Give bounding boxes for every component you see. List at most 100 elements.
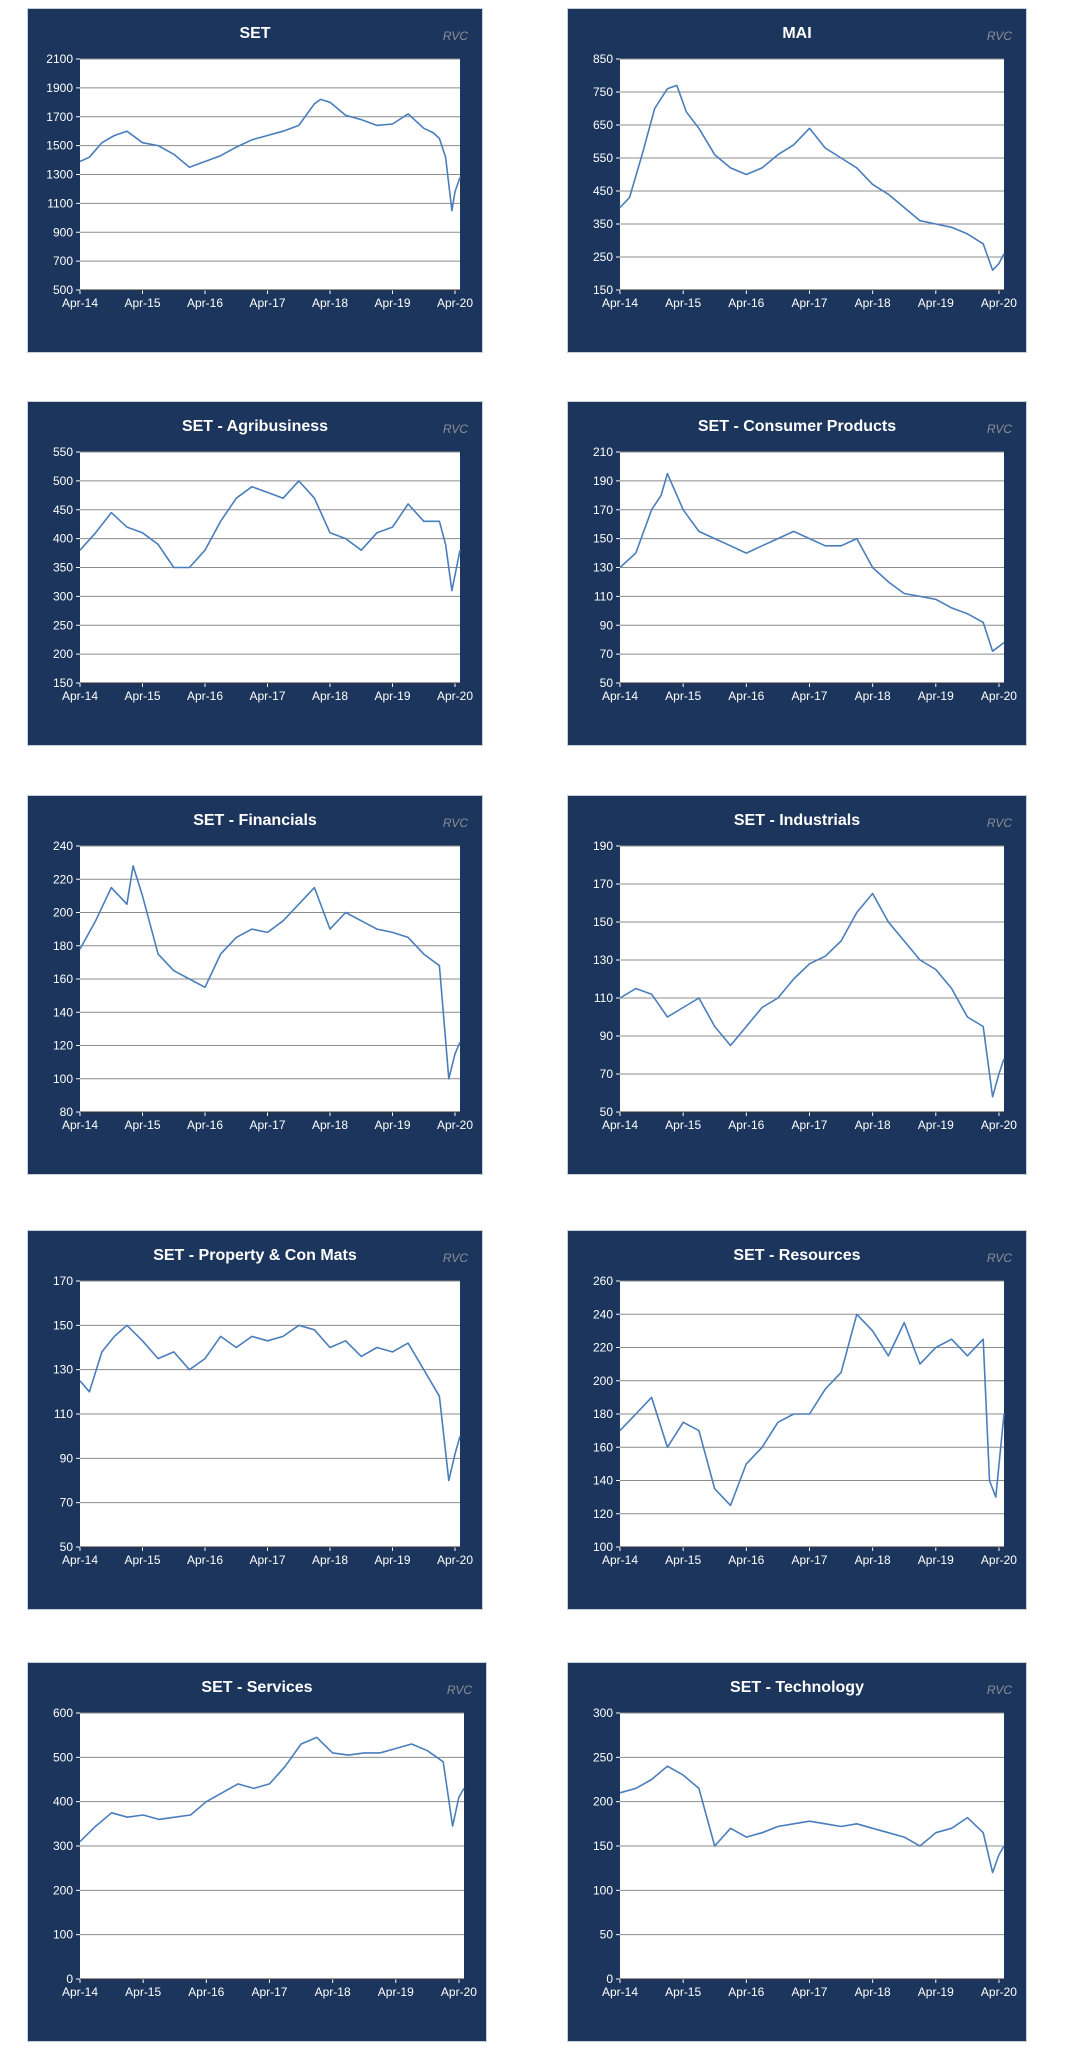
- x-tick-label: Apr-18: [312, 1553, 348, 1567]
- x-tick-label: Apr-19: [374, 296, 410, 310]
- x-tick-label: Apr-20: [437, 689, 473, 703]
- x-tick-label: Apr-18: [312, 689, 348, 703]
- y-tick-label: 90: [60, 1451, 74, 1465]
- y-tick-label: 350: [593, 217, 613, 231]
- x-tick-label: Apr-19: [918, 1118, 954, 1132]
- y-tick-label: 130: [593, 561, 613, 575]
- x-tick-label: Apr-15: [124, 689, 160, 703]
- line-chart: 50 70 90 110 130 150 170 Apr-14 Apr-15 Apr-16 Apr-…: [53, 1274, 473, 1567]
- watermark-label: RVC: [986, 1683, 1012, 1697]
- y-tick-label: 200: [593, 1374, 613, 1388]
- x-tick-label: Apr-18: [855, 1118, 891, 1132]
- y-tick-label: 110: [594, 589, 613, 603]
- y-tick-label: 1900: [46, 81, 73, 95]
- y-tick-label: 1300: [46, 168, 73, 182]
- line-chart: 50 70 90 110 130 150 170 190 210 Apr-14 Apr-15 Apr-…: [593, 445, 1017, 703]
- y-tick-label: 0: [606, 1972, 613, 1986]
- y-tick-label: 850: [593, 52, 613, 66]
- x-tick-label: Apr-19: [918, 689, 954, 703]
- x-tick-label: Apr-14: [602, 1118, 638, 1132]
- y-tick-label: 70: [600, 647, 614, 661]
- x-tick-label: Apr-17: [249, 1553, 285, 1567]
- y-tick-label: 90: [600, 1029, 614, 1043]
- x-tick-label: Apr-15: [125, 1985, 161, 1999]
- x-tick-label: Apr-14: [62, 1985, 98, 1999]
- x-tick-label: Apr-17: [791, 689, 827, 703]
- y-tick-label: 220: [53, 872, 73, 886]
- chart-panel: SET - Technology RVC 0 50 100 150 200 250 300 Apr…: [567, 1662, 1027, 2042]
- y-tick-label: 200: [593, 1795, 613, 1809]
- x-tick-label: Apr-17: [249, 296, 285, 310]
- y-tick-label: 70: [600, 1067, 614, 1081]
- y-tick-label: 2100: [46, 52, 73, 66]
- x-tick-label: Apr-18: [315, 1985, 351, 1999]
- x-tick-label: Apr-15: [665, 296, 701, 310]
- y-tick-label: 1700: [46, 110, 73, 124]
- x-tick-label: Apr-16: [728, 689, 764, 703]
- series-line: [79, 98, 461, 212]
- y-tick-label: 50: [60, 1540, 74, 1554]
- chart-panel: SET - Property & Con Mats RVC 50 70 90 110 130…: [27, 1230, 483, 1610]
- x-tick-label: Apr-19: [374, 1553, 410, 1567]
- y-tick-label: 120: [593, 1507, 613, 1521]
- x-tick-label: Apr-15: [665, 1553, 701, 1567]
- x-tick-label: Apr-20: [437, 296, 473, 310]
- watermark-label: RVC: [986, 29, 1012, 43]
- x-tick-label: Apr-16: [728, 296, 764, 310]
- y-tick-label: 160: [53, 972, 73, 986]
- y-tick-label: 900: [53, 225, 73, 239]
- chart-title: SET - Consumer Products: [697, 418, 897, 435]
- x-tick-label: Apr-16: [728, 1553, 764, 1567]
- x-tick-label: Apr-16: [187, 296, 223, 310]
- series-line: [79, 480, 461, 592]
- watermark-label: RVC: [986, 422, 1012, 436]
- y-tick-label: 50: [600, 1928, 614, 1942]
- y-tick-label: 250: [593, 1750, 613, 1764]
- y-tick-label: 550: [53, 445, 73, 459]
- x-tick-label: Apr-15: [124, 296, 160, 310]
- series-line: [79, 1324, 461, 1482]
- y-tick-label: 750: [593, 85, 613, 99]
- y-tick-label: 200: [53, 647, 73, 661]
- chart-panel: SET - Services RVC 0 100 200 300 400 500 600 Apr-…: [27, 1662, 487, 2042]
- series-line: [619, 84, 1005, 272]
- y-tick-label: 1100: [47, 196, 73, 210]
- x-tick-label: Apr-18: [855, 689, 891, 703]
- x-tick-label: Apr-16: [187, 1553, 223, 1567]
- x-tick-label: Apr-14: [602, 689, 638, 703]
- chart-panel: MAI RVC 150 250 350 450 550 650 750 850 Apr-14 Apr-…: [567, 8, 1027, 353]
- y-tick-label: 50: [600, 1105, 614, 1119]
- y-tick-label: 400: [53, 532, 73, 546]
- x-tick-label: Apr-20: [437, 1553, 473, 1567]
- watermark-label: RVC: [986, 1251, 1012, 1265]
- x-tick-label: Apr-19: [918, 296, 954, 310]
- y-tick-label: 700: [53, 254, 73, 268]
- x-tick-label: Apr-15: [124, 1553, 160, 1567]
- y-tick-label: 90: [600, 618, 614, 632]
- y-tick-label: 110: [54, 1407, 73, 1421]
- chart-title: SET - Agribusiness: [181, 418, 329, 435]
- x-tick-label: Apr-15: [665, 1985, 701, 1999]
- y-tick-label: 100: [53, 1928, 73, 1942]
- x-tick-label: Apr-16: [187, 689, 223, 703]
- x-tick-label: Apr-17: [249, 689, 285, 703]
- y-tick-label: 250: [593, 250, 613, 264]
- y-tick-label: 210: [593, 445, 613, 459]
- line-chart: 80 100 120 140 160 180 200 220 240 Apr-14 Apr-15 Ap…: [53, 839, 473, 1132]
- chart-title: SET: [239, 25, 271, 42]
- y-tick-label: 150: [593, 1839, 613, 1853]
- x-tick-label: Apr-14: [62, 1553, 98, 1567]
- y-tick-label: 150: [593, 915, 613, 929]
- watermark-label: RVC: [986, 816, 1012, 830]
- watermark-label: RVC: [446, 1683, 472, 1697]
- y-tick-label: 150: [593, 532, 613, 546]
- x-tick-label: Apr-15: [124, 1118, 160, 1132]
- y-tick-label: 240: [593, 1307, 613, 1321]
- x-tick-label: Apr-16: [187, 1118, 223, 1132]
- y-tick-label: 160: [593, 1440, 613, 1454]
- x-tick-label: Apr-14: [602, 1985, 638, 1999]
- watermark-label: RVC: [442, 29, 468, 43]
- watermark-label: RVC: [442, 422, 468, 436]
- y-tick-label: 190: [593, 839, 613, 853]
